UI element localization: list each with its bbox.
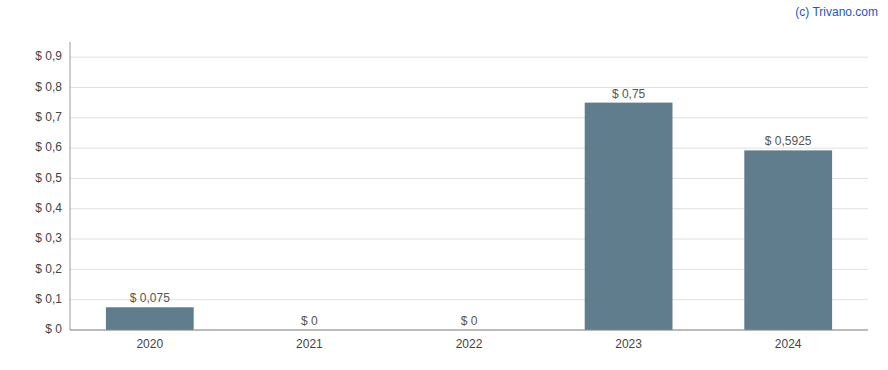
y-tick-label: $ 0,4 — [35, 201, 62, 215]
y-tick-label: $ 0,1 — [35, 292, 62, 306]
x-tick-label: 2024 — [775, 337, 802, 351]
data-label: $ 0,075 — [130, 291, 170, 305]
x-tick-label: 2020 — [136, 337, 163, 351]
grid-line — [70, 57, 868, 58]
bar — [585, 103, 673, 330]
watermark: (c) Trivano.com — [795, 5, 878, 19]
grid-line — [70, 148, 868, 149]
data-label: $ 0 — [301, 314, 318, 328]
x-tick-label: 2022 — [456, 337, 483, 351]
grid — [70, 57, 868, 330]
chart-container: $ 0 $ 0,1 $ 0,2 $ 0,3 $ 0,4 $ 0,5 $ 0,6 $ 0,7 $ … — [0, 0, 888, 370]
y-tick-label: $ 0 — [45, 322, 62, 336]
chart: $ 0 $ 0,1 $ 0,2 $ 0,3 $ 0,4 $ 0,5 $ 0,6 $ 0,7 $ … — [0, 0, 888, 370]
bars — [106, 103, 832, 330]
grid-line — [70, 117, 868, 118]
data-label: $ 0 — [461, 314, 478, 328]
y-axis-line — [70, 42, 71, 330]
background — [0, 0, 888, 370]
data-label: $ 0,5925 — [765, 134, 812, 148]
x-axis-line — [70, 330, 868, 331]
x-tick-label: 2023 — [615, 337, 642, 351]
bar — [744, 150, 832, 330]
y-tick-label: $ 0,7 — [35, 110, 62, 124]
data-labels: $ 0,075 $ 0 $ 0 $ 0,75 $ 0,5925 — [130, 87, 812, 328]
data-label: $ 0,75 — [612, 87, 646, 101]
y-tick-label: $ 0,2 — [35, 262, 62, 276]
y-tick-label: $ 0,5 — [35, 171, 62, 185]
y-ticks: $ 0 $ 0,1 $ 0,2 $ 0,3 $ 0,4 $ 0,5 $ 0,6 $ 0,7 $ … — [35, 49, 62, 336]
bar — [106, 307, 194, 330]
y-tick-label: $ 0,6 — [35, 140, 62, 154]
x-tick-label: 2021 — [296, 337, 323, 351]
y-tick-label: $ 0,8 — [35, 80, 62, 94]
grid-line — [70, 87, 868, 88]
grid-line — [70, 330, 868, 331]
y-tick-label: $ 0,3 — [35, 231, 62, 245]
y-tick-label: $ 0,9 — [35, 49, 62, 63]
x-ticks: 2020 2021 2022 2023 2024 — [136, 337, 801, 351]
